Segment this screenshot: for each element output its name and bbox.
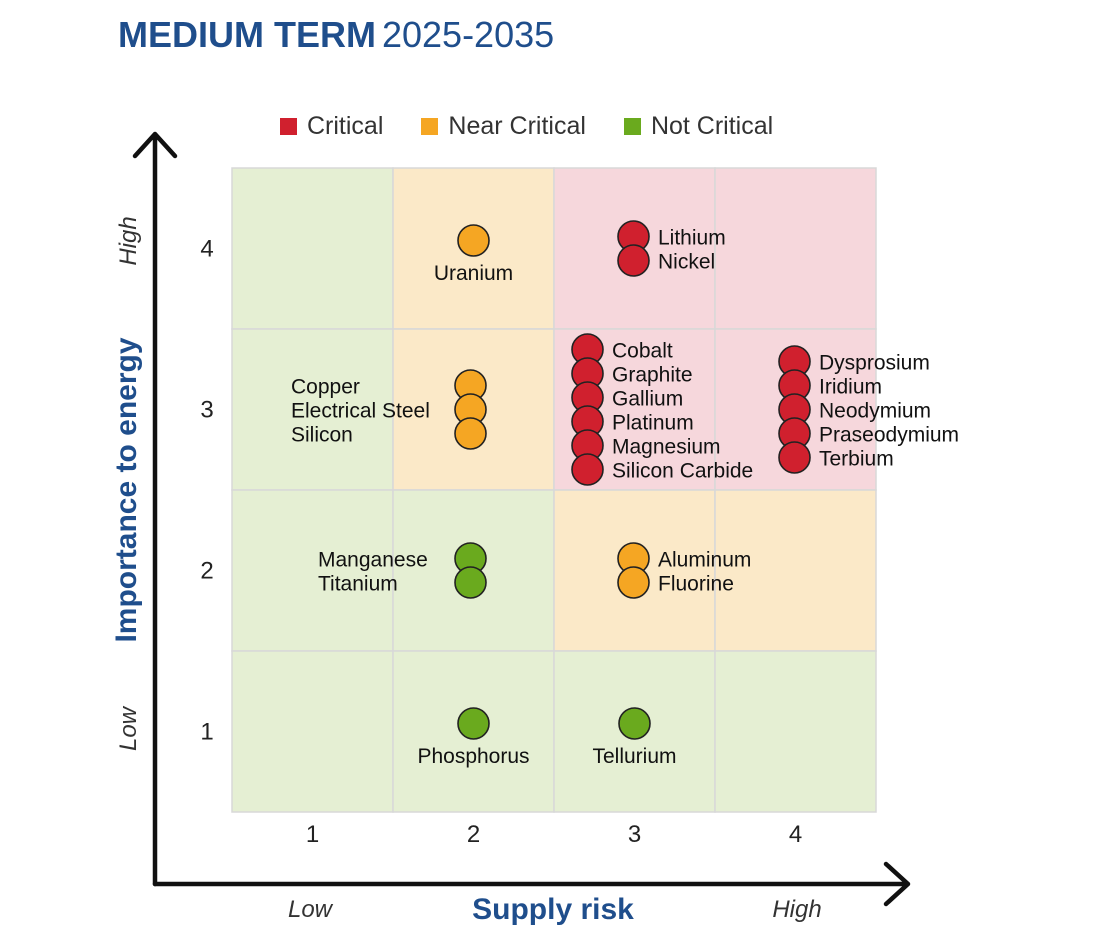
material-point-silicon — [454, 417, 487, 450]
material-label: Dysprosium — [819, 352, 930, 375]
axis-ticks: 1 2 3 4 1 2 3 4 — [200, 236, 802, 849]
material-label: Copper — [291, 376, 360, 399]
legend: Critical Near Critical Not Critical — [280, 112, 773, 141]
y-low-label: Low — [115, 705, 142, 751]
material-point-terbium — [778, 441, 811, 474]
y-high-label: High — [115, 216, 142, 265]
material-point-tellurium — [618, 707, 651, 740]
material-label: Magnesium — [612, 436, 721, 459]
y-axis-arrow — [132, 131, 178, 887]
x-high-label: High — [772, 896, 821, 923]
chart-title: MEDIUM TERM 2025-2035 — [118, 14, 554, 56]
material-label: Lithium — [658, 227, 726, 250]
legend-item-not-critical: Not Critical — [623, 112, 774, 141]
x-axis-arrow — [152, 861, 911, 907]
zone-grid — [231, 167, 877, 813]
material-point-silicon-carbide — [571, 453, 604, 486]
zone-cell-r3-c1 — [231, 489, 394, 652]
material-point-uranium — [457, 224, 490, 257]
material-label: Platinum — [612, 412, 694, 435]
zone-cell-r1-c4 — [714, 167, 877, 330]
material-label: Terbium — [819, 448, 894, 471]
material-point-nickel — [617, 244, 650, 277]
legend-swatch-critical — [280, 118, 297, 135]
material-label: Graphite — [612, 364, 693, 387]
y-tick-label: 3 — [200, 397, 213, 424]
material-label: Tellurium — [592, 745, 676, 768]
axes: Supply risk Importance to energy Low High Lo… — [110, 131, 911, 926]
material-point-titanium — [454, 566, 487, 599]
legend-label-near-critical: Near Critical — [448, 112, 586, 140]
material-label: Gallium — [612, 388, 683, 411]
legend-swatch-near-critical — [421, 118, 439, 135]
material-label: Uranium — [434, 262, 513, 285]
x-tick-label: 4 — [789, 821, 802, 848]
legend-label-not-critical: Not Critical — [650, 112, 774, 140]
zone-cell-r1-c1 — [231, 167, 394, 330]
zone-cell-r2-c1 — [231, 328, 394, 491]
legend-item-near-critical: Near Critical — [421, 112, 586, 141]
zone-cell-r4-c1 — [231, 650, 394, 813]
material-point-fluorine — [617, 566, 650, 599]
y-axis-title: Importance to energy — [110, 337, 143, 642]
legend-label-critical: Critical — [307, 112, 384, 140]
material-label: Aluminum — [658, 549, 751, 572]
legend-item-critical: Critical — [280, 112, 383, 141]
title-term: MEDIUM TERM — [118, 14, 376, 55]
zone-cell-r4-c4 — [714, 650, 877, 813]
material-label: Nickel — [658, 251, 715, 274]
material-points — [454, 220, 811, 740]
material-label: Phosphorus — [417, 745, 529, 768]
x-low-label: Low — [288, 896, 334, 923]
material-label: Titanium — [318, 573, 398, 596]
material-label: Praseodymium — [819, 424, 959, 447]
x-tick-label: 3 — [628, 821, 641, 848]
material-label: Manganese — [318, 549, 428, 572]
material-point-phosphorus — [457, 707, 490, 740]
material-label: Fluorine — [658, 573, 734, 596]
material-label: Electrical Steel — [291, 400, 430, 423]
x-tick-label: 2 — [467, 821, 480, 848]
material-label: Neodymium — [819, 400, 931, 423]
x-axis-title: Supply risk — [472, 893, 634, 926]
zone-cell-r3-c4 — [714, 489, 877, 652]
x-tick-label: 1 — [306, 821, 319, 848]
material-label: Silicon Carbide — [612, 460, 753, 483]
y-tick-label: 2 — [200, 558, 213, 585]
title-years: 2025-2035 — [381, 14, 555, 55]
y-tick-label: 4 — [200, 236, 213, 263]
material-label: Silicon — [291, 424, 353, 447]
y-tick-label: 1 — [200, 719, 213, 746]
material-label: Iridium — [819, 376, 882, 399]
material-label: Cobalt — [612, 340, 673, 363]
legend-swatch-not-critical — [623, 118, 641, 135]
